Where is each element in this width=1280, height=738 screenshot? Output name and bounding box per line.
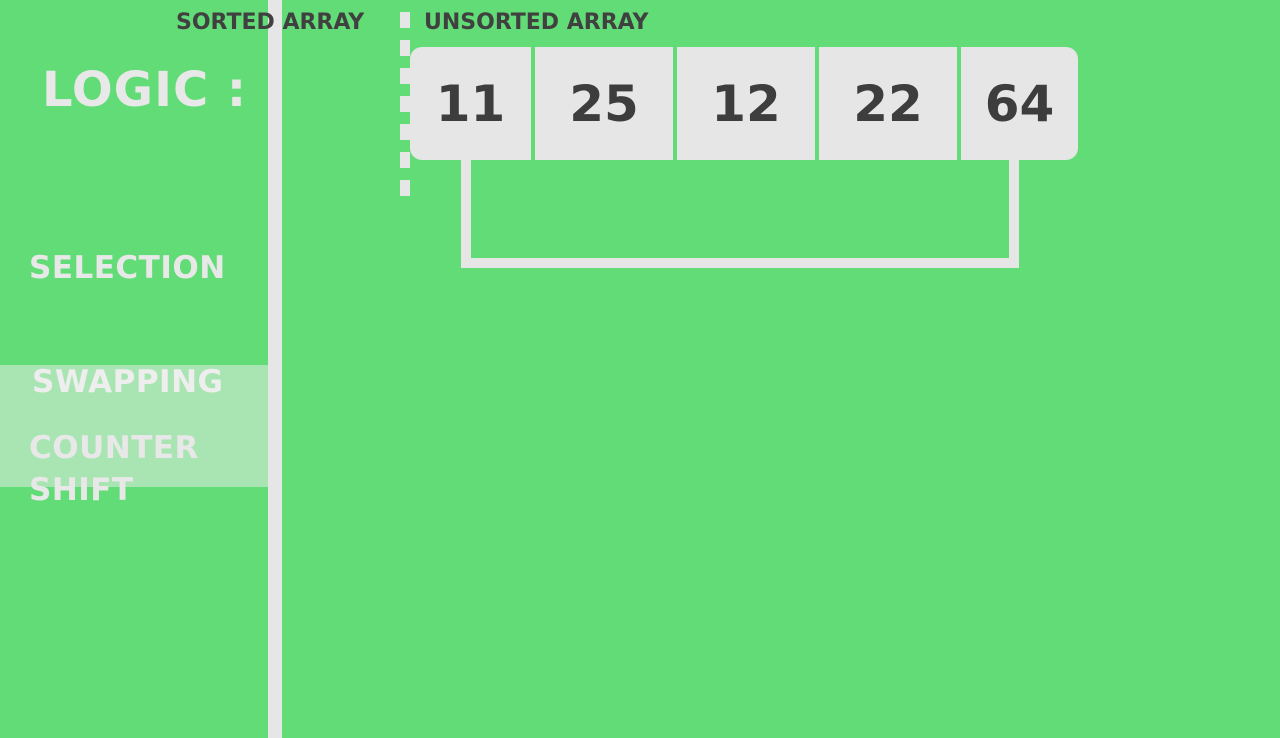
sidebar-divider bbox=[268, 0, 282, 738]
swap-bracket bbox=[461, 160, 1019, 268]
active-step-highlight bbox=[0, 365, 268, 487]
sorted-boundary-dashed-line bbox=[400, 12, 410, 202]
step-shift-label: SHIFT bbox=[29, 472, 134, 508]
array-cell-4: 64 bbox=[961, 47, 1078, 160]
array-cell-2: 12 bbox=[677, 47, 815, 160]
step-selection-label: SELECTION bbox=[29, 250, 226, 286]
swap-bracket-line bbox=[461, 160, 1019, 268]
array-cell-1: 25 bbox=[535, 47, 673, 160]
step-counter-label: COUNTER bbox=[29, 430, 199, 466]
array-cell-3: 22 bbox=[819, 47, 957, 160]
step-swapping-label: SWAPPING bbox=[32, 364, 224, 400]
sorted-array-header: SORTED ARRAY bbox=[176, 10, 365, 35]
array-container: 11 25 12 22 64 bbox=[410, 47, 1078, 160]
array-cell-0: 11 bbox=[410, 47, 531, 160]
unsorted-array-header: UNSORTED ARRAY bbox=[424, 10, 649, 35]
logic-title: LOGIC : bbox=[42, 62, 248, 118]
